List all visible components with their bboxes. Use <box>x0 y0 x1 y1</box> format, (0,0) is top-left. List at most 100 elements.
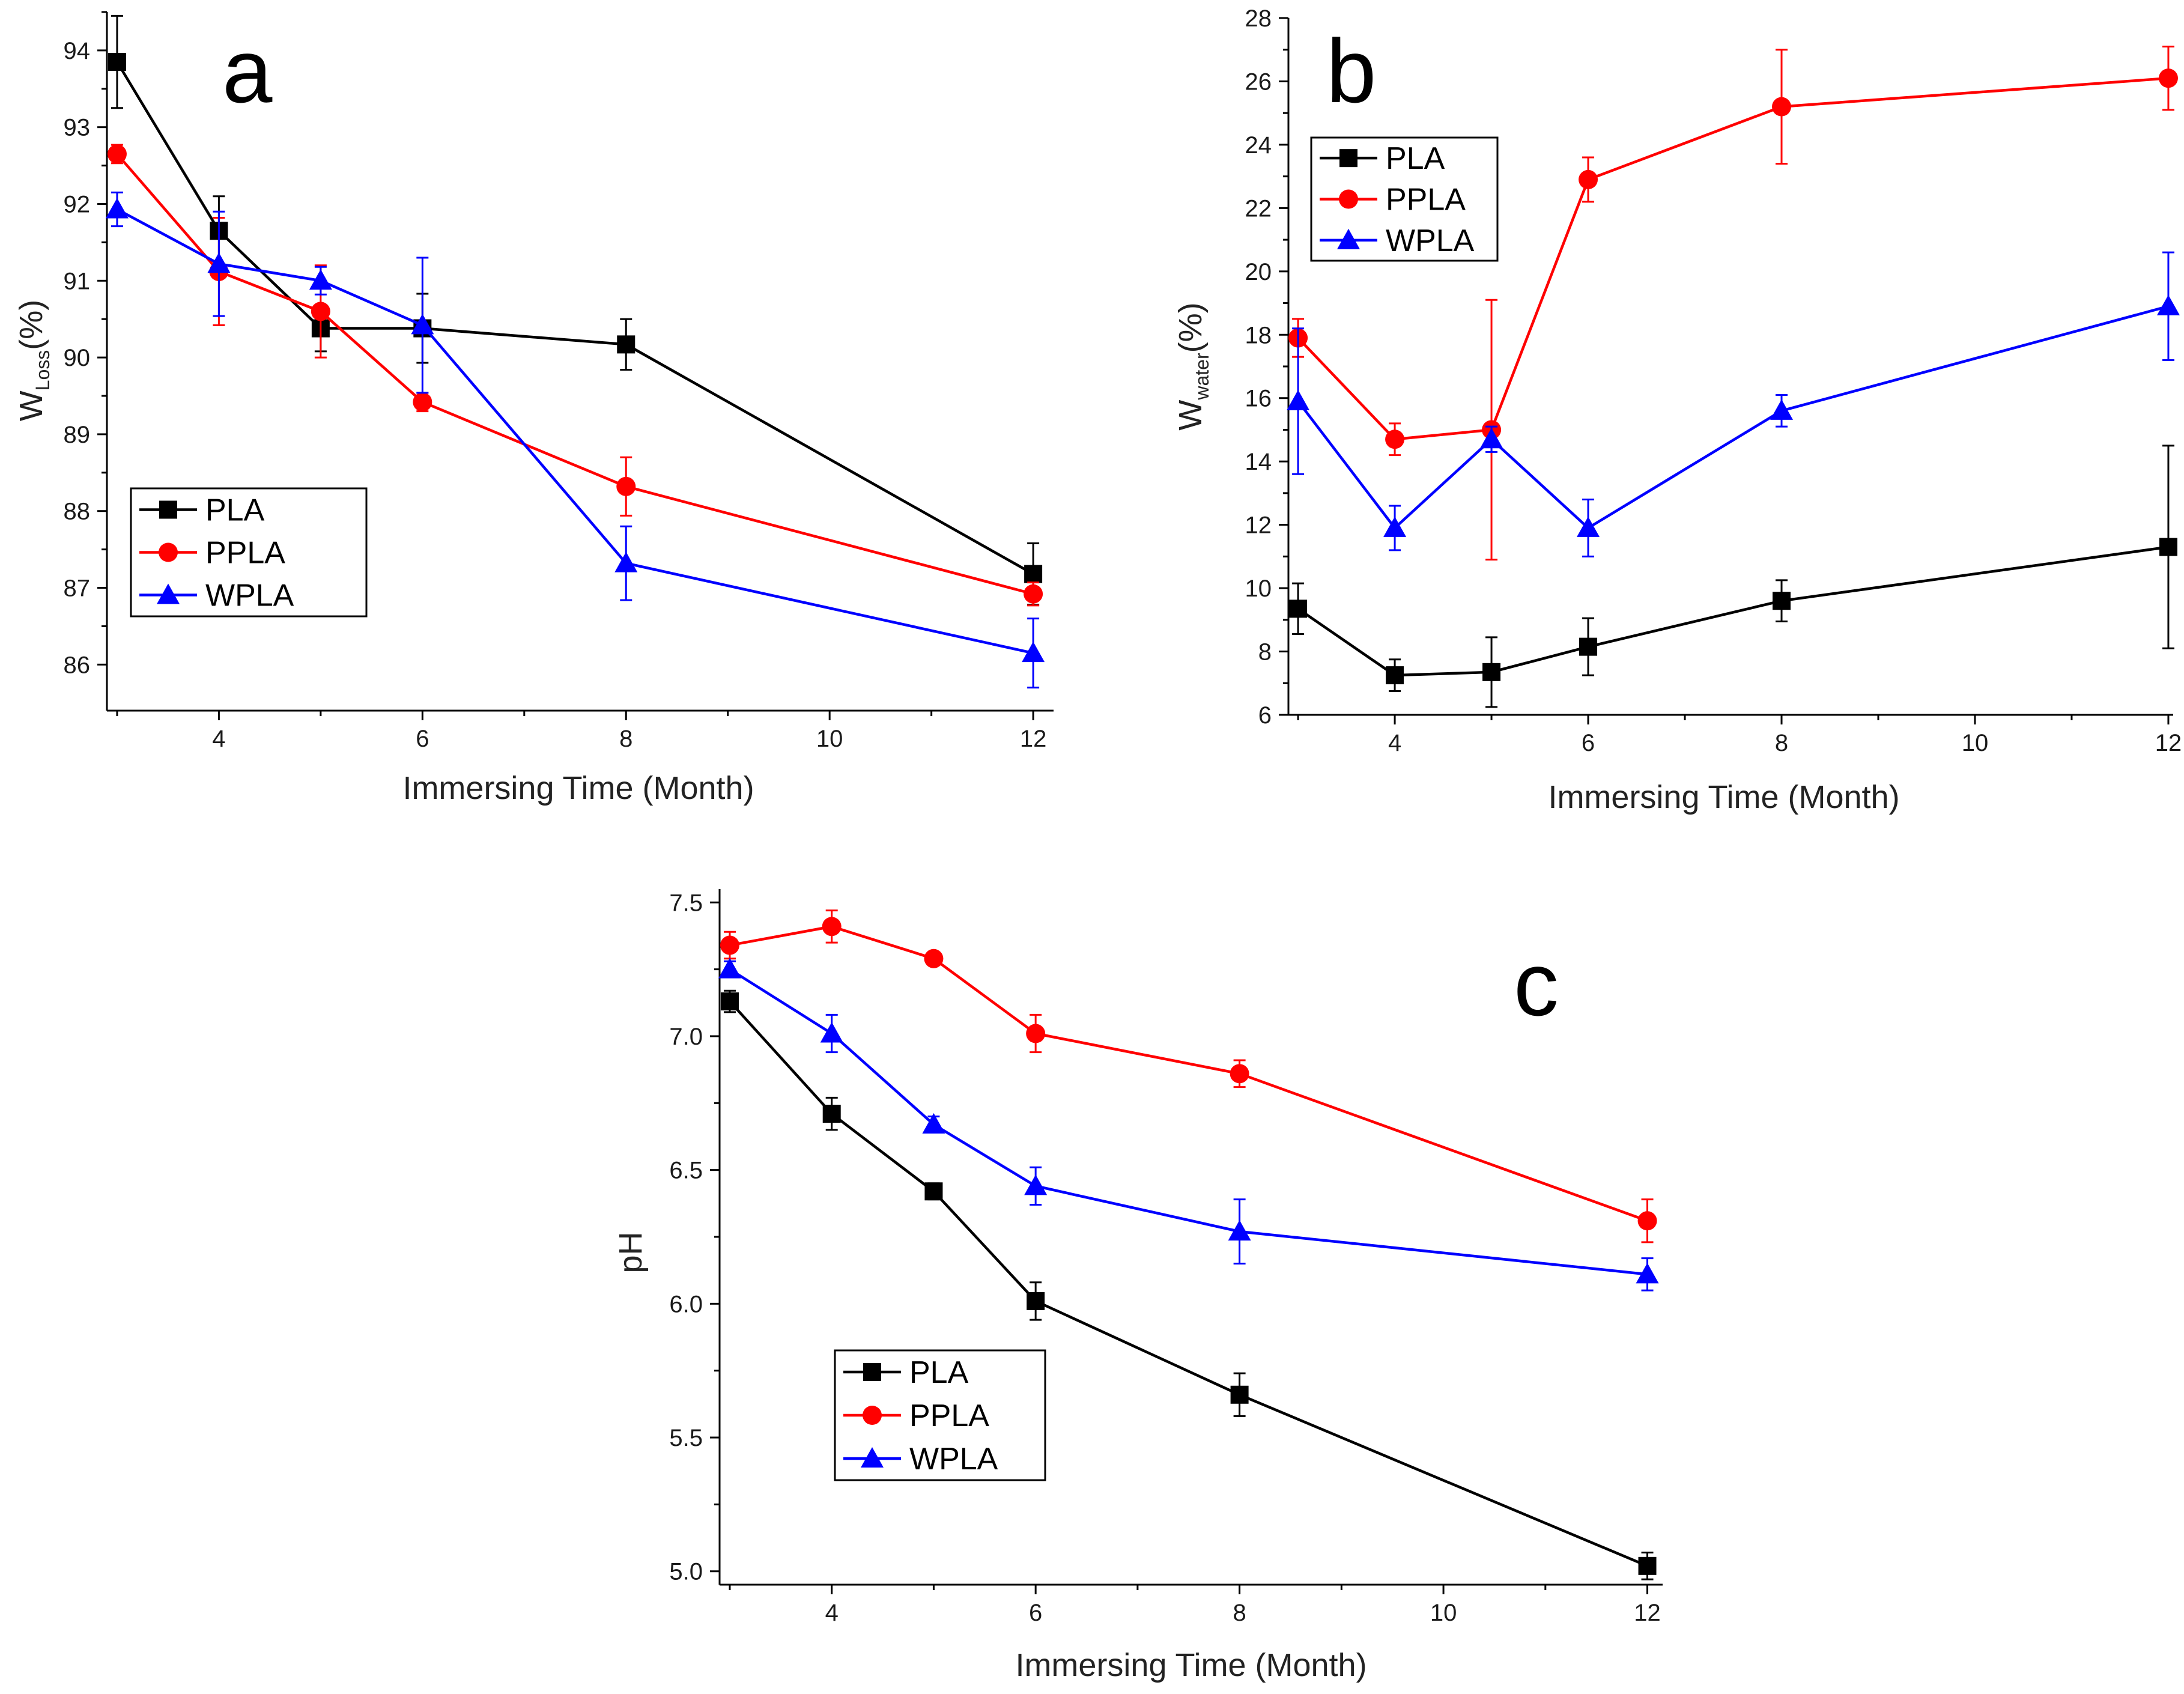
legend-marker-circle <box>159 542 178 562</box>
legend-label: WPLA <box>205 578 294 613</box>
series-pla <box>720 989 1657 1580</box>
data-point-triangle <box>1636 1263 1659 1284</box>
y-axis-title: WLoss(%) <box>13 300 53 422</box>
data-point-circle <box>1230 1064 1249 1084</box>
y-axis-title: pH <box>613 1231 649 1273</box>
y-tick-label: 5.5 <box>669 1425 703 1451</box>
legend-label: PPLA <box>909 1398 989 1433</box>
series-line <box>1297 305 2169 530</box>
data-point-square <box>1024 565 1043 583</box>
x-tick-label: 6 <box>1029 1600 1042 1626</box>
x-tick-label: 8 <box>1233 1600 1246 1626</box>
data-point-triangle <box>1022 642 1045 663</box>
panel-c-chart: 4 6 8 10 12 5.0 5.5 6.0 6.5 7.0 7.5 Immersing Time … <box>613 889 1663 1683</box>
x-tick-label: 6 <box>416 726 429 752</box>
x-tick-label: 10 <box>816 726 843 752</box>
x-tick-label: 10 <box>1430 1600 1457 1626</box>
data-point-circle <box>1579 169 1598 189</box>
y-axis-title-subscript: water <box>1191 353 1213 401</box>
data-point-circle <box>1637 1211 1657 1231</box>
y-axis-title-subscript: Loss <box>32 350 53 391</box>
x-axis-title: Immersing Time (Month) <box>1015 1647 1367 1683</box>
data-point-circle <box>2158 68 2178 88</box>
y-tick-label: 6.5 <box>669 1158 703 1184</box>
panel-letter: a <box>222 20 273 121</box>
series-line <box>729 968 1648 1276</box>
data-point-triangle <box>2156 294 2180 315</box>
legend-label: PPLA <box>205 536 285 571</box>
y-tick-label: 20 <box>1245 259 1272 285</box>
legend: PLA PPLA WPLA <box>1310 136 1499 262</box>
y-axis-title-main: W <box>13 390 49 421</box>
data-point-square <box>1579 637 1598 656</box>
y-tick-label: 90 <box>64 345 91 371</box>
series-line <box>1297 76 2169 441</box>
legend-marker-circle <box>1339 189 1358 209</box>
x-tick-label: 8 <box>619 726 632 752</box>
y-tick-label: 86 <box>64 652 91 678</box>
x-tick-label: 4 <box>212 726 225 752</box>
legend-label: PLA <box>909 1355 969 1390</box>
series-pla <box>1289 445 2177 708</box>
legend: PLA PPLA WPLA <box>130 487 368 618</box>
x-tick-label: 12 <box>2155 730 2182 756</box>
x-axis-title: Immersing Time (Month) <box>402 770 754 806</box>
y-tick-label: 6.0 <box>669 1291 703 1317</box>
data-point-triangle <box>207 252 231 273</box>
series-wpla <box>1287 251 2180 557</box>
y-axis-title-unit: (%) <box>1172 302 1209 353</box>
data-point-square <box>1482 663 1501 681</box>
data-point-triangle <box>411 314 434 335</box>
x-tick-label: 10 <box>1962 730 1989 756</box>
data-point-square <box>720 992 739 1011</box>
data-point-circle <box>1024 584 1043 604</box>
data-point-square <box>1289 600 1308 618</box>
x-tick-label: 12 <box>1020 726 1047 752</box>
y-tick-label: 7.5 <box>669 890 703 916</box>
data-point-circle <box>822 917 842 937</box>
data-point-triangle <box>1577 516 1600 537</box>
legend-label: PPLA <box>1386 183 1466 217</box>
y-tick-label: 94 <box>64 38 91 64</box>
data-point-triangle <box>1770 399 1794 420</box>
panel-letter: c <box>1514 934 1559 1034</box>
panel-b-chart: 4 6 8 10 12 6 8 10 12 14 16 18 20 22 24 26 28 Immersing T… <box>1172 5 2182 815</box>
y-axis-title-main: pH <box>613 1231 649 1273</box>
data-point-square <box>1773 592 1791 610</box>
y-tick-label: 22 <box>1245 195 1272 222</box>
y-tick-label: 24 <box>1245 132 1272 159</box>
y-tick-label: 92 <box>64 192 91 218</box>
series-ppla <box>720 909 1657 1243</box>
y-tick-label: 8 <box>1258 639 1272 666</box>
data-point-triangle <box>820 1022 843 1043</box>
y-axis-title-unit: (%) <box>13 300 49 350</box>
y-tick-label: 5.0 <box>669 1559 703 1585</box>
y-tick-label: 16 <box>1245 386 1272 412</box>
y-tick-label: 12 <box>1245 512 1272 539</box>
y-tick-label: 28 <box>1245 5 1272 32</box>
y-tick-label: 87 <box>64 575 91 602</box>
y-tick-label: 10 <box>1245 575 1272 602</box>
panel-letter: b <box>1326 20 1376 121</box>
panel-a-chart: 4 6 8 10 12 86 87 88 89 90 91 92 93 94 Immersing Time … <box>13 11 1054 806</box>
data-point-triangle <box>1287 390 1310 410</box>
y-tick-label: 14 <box>1245 449 1272 475</box>
data-point-circle <box>107 144 127 164</box>
legend-label: WPLA <box>1386 223 1475 258</box>
series-line <box>729 925 1648 1222</box>
x-tick-label: 8 <box>1775 730 1788 756</box>
legend-label: WPLA <box>909 1442 998 1477</box>
data-point-triangle <box>1383 516 1407 537</box>
series-line <box>116 153 1034 595</box>
y-axis-title: Wwater(%) <box>1172 302 1213 430</box>
legend-marker-triangle <box>1337 228 1360 249</box>
data-point-triangle <box>718 958 741 979</box>
data-point-square <box>1386 666 1404 685</box>
x-tick-label: 12 <box>1634 1600 1661 1626</box>
x-axis-title: Immersing Time (Month) <box>1548 779 1899 815</box>
series-line <box>1297 545 2169 677</box>
y-tick-label: 7.0 <box>669 1024 703 1050</box>
data-point-square <box>617 335 635 354</box>
